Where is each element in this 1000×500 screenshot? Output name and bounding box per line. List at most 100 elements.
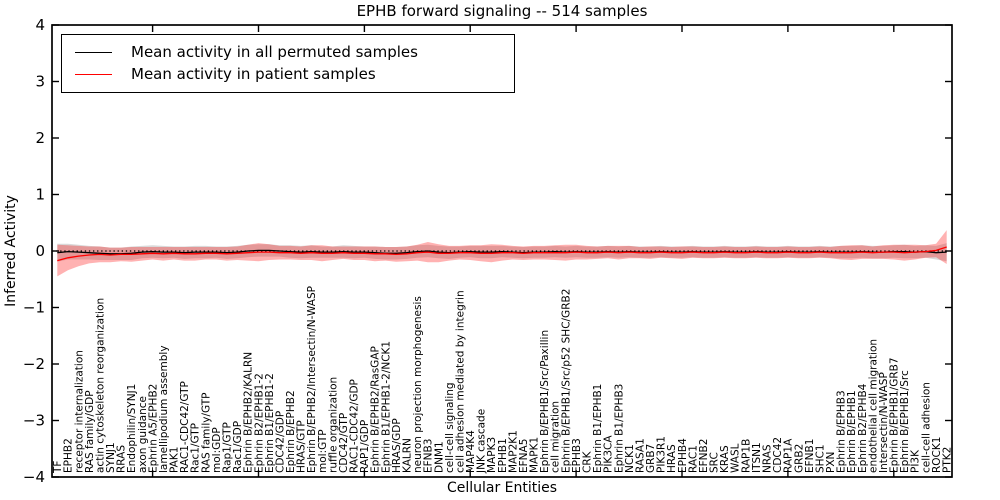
x-category-label: CDC42/GDP [274, 411, 286, 473]
x-category-label: RAP1B [740, 439, 752, 473]
x-category-label: Ephrin B/EPHB3 [836, 390, 848, 473]
x-category-label: Ephrin B1/EPHB1-2 [264, 373, 276, 473]
y-tick-label: 0 [35, 242, 45, 260]
legend: Mean activity in all permuted samples Me… [61, 34, 515, 93]
x-category-label: RAP1A [783, 438, 795, 473]
y-axis-label: Inferred Activity [3, 195, 19, 307]
x-category-label: RAS family/GTP [200, 392, 212, 473]
x-category-label: Ephrin B1/EPHB1-2/NCK1 [380, 341, 392, 473]
chart-title: EPHB forward signaling -- 514 samples [356, 2, 648, 20]
x-category-label: actin cytoskeleton reorganization [94, 298, 106, 473]
x-category-label: cell-cell signaling [444, 382, 456, 473]
x-category-label: PI3K [910, 449, 922, 473]
x-category-label: mol:GDP [211, 427, 223, 473]
x-category-label: Ephrin B/EPHB2 [285, 390, 297, 473]
x-category-label: EFNB3 [423, 439, 435, 473]
x-category-label: MAP2K1 [507, 430, 519, 473]
x-category-label: Ephrin B/EPHB1/Src [899, 370, 911, 473]
x-category-label: EPHB4 [677, 438, 689, 473]
x-category-label: HRAS [666, 444, 678, 473]
x-category-label: CDC42 [772, 437, 784, 473]
x-category-label: GRB7 [645, 444, 657, 473]
y-tick-label: −3 [23, 412, 45, 430]
x-category-label: HRAS/GTP [296, 420, 308, 473]
x-category-label: Ephrin A5/EPHB2 [147, 384, 159, 473]
x-category-label: lamellipodium assembly [158, 345, 170, 473]
x-category-label: Ephrin B/EPHB1/GRB7 [889, 357, 901, 473]
x-category-label: GRB2 [793, 444, 805, 473]
x-category-label: EPHB2 [63, 438, 75, 473]
x-category-label: SHC1 [814, 444, 826, 473]
patient-mean-line [57, 246, 947, 262]
x-category-label: Ephrin B/EPHB1/Src/p52 SHC/GRB2 [560, 289, 572, 473]
x-category-label: Ephrin B/EPHB2/KALRN [243, 352, 255, 473]
x-category-label: SYNJ1 [105, 442, 117, 473]
x-category-label: PIK3CA [603, 435, 615, 473]
x-category-label: CDC42/GTP [338, 413, 350, 473]
x-category-label: receptor internalization [73, 350, 85, 473]
x-category-label: Endophilin/SYNJ1 [126, 384, 138, 473]
x-category-label: Rac1/GTP [190, 423, 202, 473]
x-category-label: PTK2 [942, 447, 954, 473]
x-category-label: KRAS [719, 445, 731, 473]
x-category-label: neuron projection morphogenesis [412, 296, 424, 473]
y-tick-label: −1 [23, 299, 45, 317]
x-category-label: MAPK3 [486, 437, 498, 473]
x-category-label: Rac1/GDP [232, 421, 244, 473]
x-category-label: RASA1 [634, 438, 646, 473]
legend-entry-permuted: Mean activity in all permuted samples [75, 45, 514, 60]
x-category-label: Ephrin B/EPHB1 [846, 390, 858, 473]
x-category-label: PIK3R1 [656, 436, 668, 473]
x-category-label: Ephrin B1/EPHB3 [613, 384, 625, 473]
x-category-label: EPHB3 [571, 438, 583, 473]
x-category-label: EFNB1 [804, 439, 816, 473]
x-category-label: RAC1-CDC42/GDP [349, 379, 361, 473]
x-category-label: ROCK1 [931, 437, 943, 473]
x-axis-label: Cellular Entities [446, 480, 558, 496]
x-category-label: DNM1 [433, 441, 445, 473]
x-category-label: RRAS [116, 445, 128, 473]
y-tick-label: −2 [23, 355, 45, 373]
x-category-label: MAP4K4 [465, 430, 477, 473]
x-category-label: PXN [825, 452, 837, 473]
x-category-label: PAK1 [169, 447, 181, 473]
x-category-label: RAC1-CDC42/GTP [179, 381, 191, 473]
permuted-line-swatch [75, 52, 112, 53]
x-category-label: EFNB2 [698, 439, 710, 473]
x-category-label: Rap1/GTP [222, 422, 234, 473]
legend-label-permuted: Mean activity in all permuted samples [131, 43, 418, 61]
x-category-label: Ephrin B/EPHB1/Src/Paxillin [539, 330, 551, 473]
y-tick-label: 2 [35, 129, 45, 147]
x-category-label: Ephrin B/EPHB2/RasGAP [370, 346, 382, 473]
x-category-label: KALRN [402, 438, 414, 473]
x-category-label: Ephrin B/EPHB2/Intersectin/N-WASP [306, 286, 318, 473]
x-category-label: ruffle organization [327, 377, 339, 473]
x-category-label: Intersectin/N-WASP [878, 372, 890, 473]
x-category-label: axon guidance [137, 396, 149, 473]
x-category-label: cell adhesion mediated by integrin [454, 290, 466, 473]
x-category-label: ITSN1 [751, 442, 763, 473]
x-category-label: WASL [730, 443, 742, 473]
y-tick-label: 3 [35, 73, 45, 91]
x-category-label: NCK1 [624, 444, 636, 473]
y-tick-label: −4 [23, 468, 45, 486]
x-category-label: EPHB1 [497, 438, 509, 473]
x-category-label: Ephrin B2/EPHB4 [857, 383, 869, 473]
x-category-label: RAP1/GDP [359, 420, 371, 473]
x-category-label: Ephrin B2/EPHB1-2 [253, 373, 265, 473]
y-tick-label: 4 [35, 16, 45, 34]
y-tick-label: 1 [35, 186, 45, 204]
x-category-label: SRC [709, 452, 721, 473]
legend-entry-patient: Mean activity in patient samples [75, 67, 514, 82]
x-category-label: cell-cell adhesion [920, 382, 932, 473]
x-category-label: MAPK1 [529, 437, 541, 473]
x-category-label: HRAS/GDP [391, 418, 403, 473]
x-category-label: NRAS [762, 444, 774, 473]
x-category-label: TF [52, 461, 64, 474]
x-category-label: JNK cascade [476, 409, 488, 474]
x-category-label: CRK [582, 450, 594, 473]
x-category-label: cell migration [550, 401, 562, 473]
x-category-label: RAS family/GDP [84, 390, 96, 473]
